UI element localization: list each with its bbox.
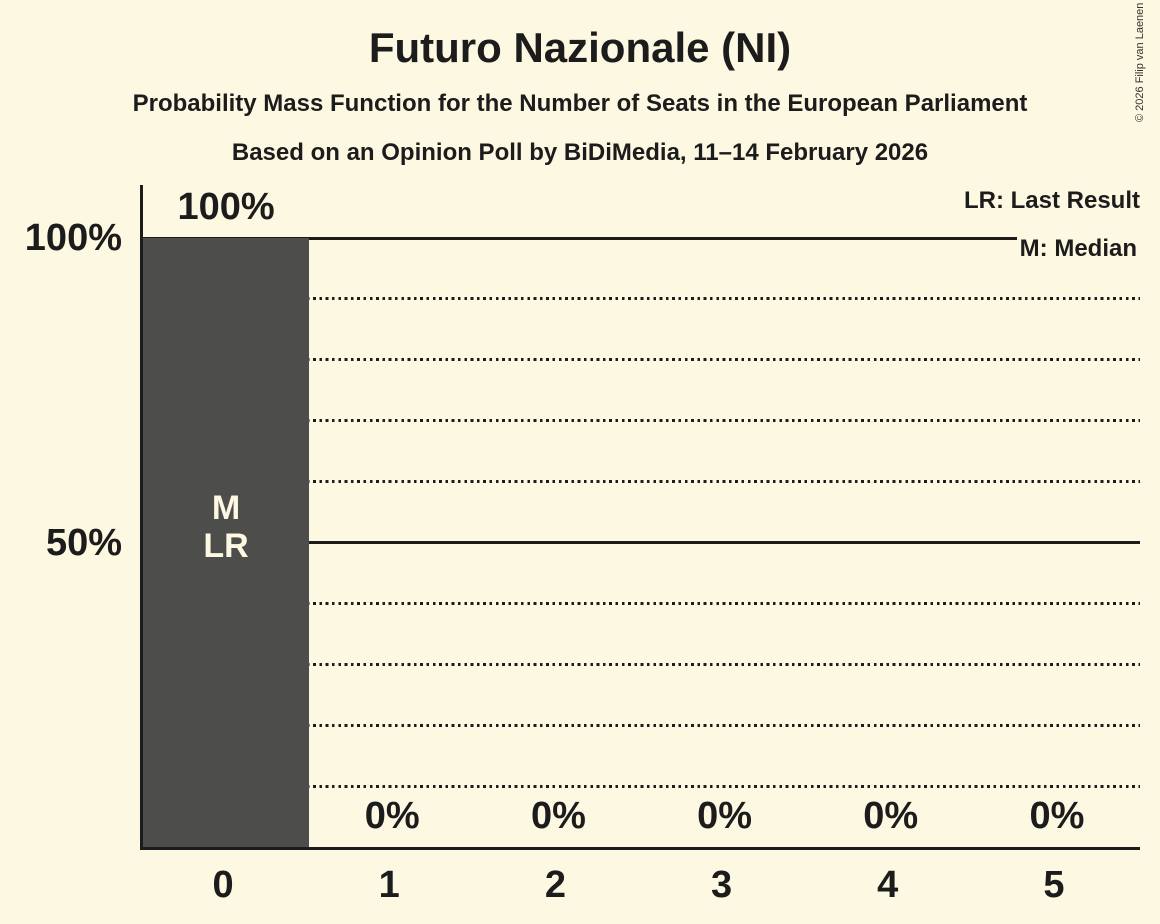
bar-value-label-5: 0% [1029,795,1085,837]
gridline-dotted-70pct [143,419,1140,423]
y-tick-label-50pct: 50% [45,521,122,564]
bar-annotation-0: M LR [203,489,249,566]
x-tick-label-4: 4 [877,864,899,906]
gridline-dotted-10pct [143,784,1140,788]
copyright-notice: © 2026 Filip van Laenen [1134,2,1146,122]
x-tick-label-2: 2 [544,864,566,906]
gridline-solid-50pct [143,541,1140,544]
bar-value-label-3: 0% [697,795,753,837]
chart-poll-info: Based on an Opinion Poll by BiDiMedia, 1… [231,139,929,166]
x-tick-label-5: 5 [1043,864,1065,906]
chart-title: Futuro Nazionale (NI) [368,24,792,71]
gridline-dotted-40pct [143,601,1140,605]
bar-value-label-1: 0% [364,795,420,837]
chart-subtitle: Probability Mass Function for the Number… [132,90,1028,117]
gridline-dotted-90pct [143,297,1140,301]
gridline-solid-100pct [143,236,1140,240]
gridline-dotted-80pct [143,358,1140,362]
plot-area: 100% M LR 0% 0% 0% 0% 0% [140,185,1140,850]
legend-median: M: Median [1016,234,1140,264]
x-tick-label-0: 0 [212,864,234,906]
gridline-dotted-60pct [143,480,1140,484]
gridline-dotted-20pct [143,723,1140,727]
y-tick-label-100pct: 100% [24,217,122,259]
bar-seats-0 [143,238,310,847]
gridline-dotted-30pct [143,662,1140,666]
legend-last-result: LR: Last Result [963,187,1140,214]
x-tick-label-3: 3 [711,864,733,906]
bar-value-label-0: 100% [177,186,275,228]
x-tick-label-1: 1 [378,864,400,906]
bar-value-label-2: 0% [530,795,586,837]
bar-value-label-4: 0% [863,795,919,837]
